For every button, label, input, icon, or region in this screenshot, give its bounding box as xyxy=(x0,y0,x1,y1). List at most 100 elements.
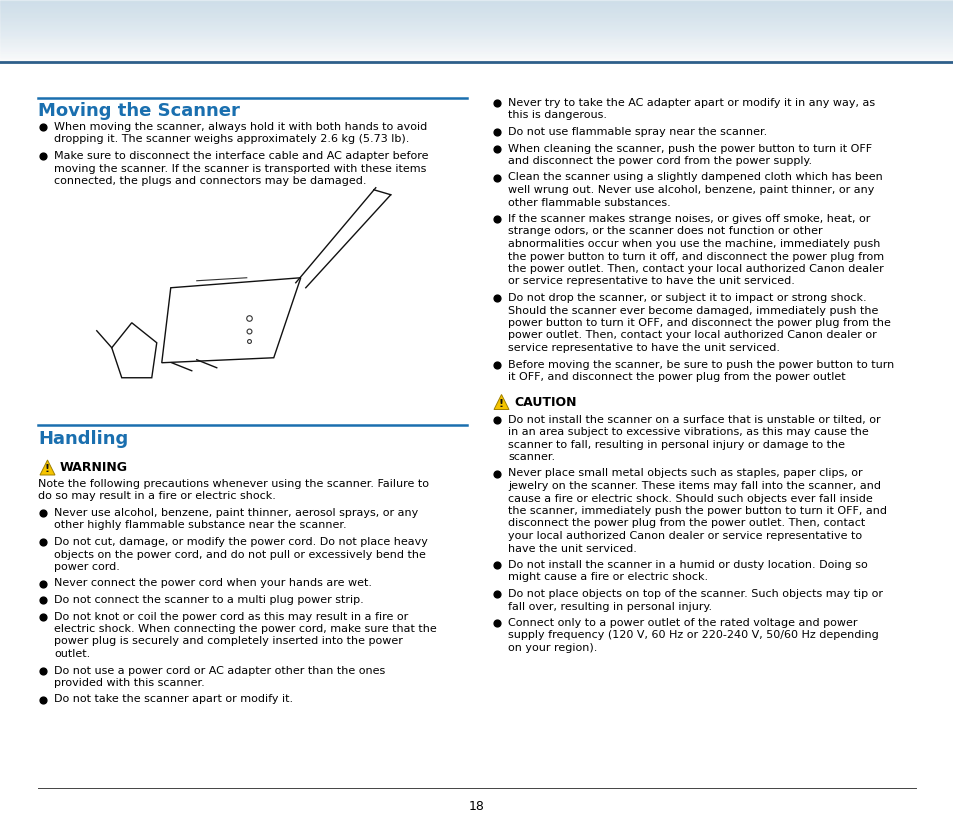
Text: Do not take the scanner apart or modify it.: Do not take the scanner apart or modify … xyxy=(54,694,293,704)
Text: Do not install the scanner on a surface that is unstable or tilted, or: Do not install the scanner on a surface … xyxy=(507,415,880,425)
Bar xyxy=(0,58,953,59)
Bar xyxy=(0,34,953,35)
Bar xyxy=(0,41,953,42)
Bar xyxy=(0,53,953,54)
Text: the power outlet. Then, contact your local authorized Canon dealer: the power outlet. Then, contact your loc… xyxy=(507,264,882,274)
Text: outlet.: outlet. xyxy=(54,649,91,659)
Bar xyxy=(0,57,953,58)
Bar xyxy=(0,47,953,48)
Bar xyxy=(0,60,953,61)
Text: it OFF, and disconnect the power plug from the power outlet: it OFF, and disconnect the power plug fr… xyxy=(507,372,844,382)
Bar xyxy=(0,43,953,44)
Bar xyxy=(0,26,953,27)
Text: dropping it. The scanner weighs approximately 2.6 kg (5.73 lb).: dropping it. The scanner weighs approxim… xyxy=(54,134,409,145)
Bar xyxy=(0,2,953,3)
Bar xyxy=(0,30,953,31)
Bar xyxy=(0,24,953,25)
Bar xyxy=(0,11,953,12)
Text: Do not knot or coil the power cord as this may result in a fire or: Do not knot or coil the power cord as th… xyxy=(54,612,408,622)
Text: the power button to turn it off, and disconnect the power plug from: the power button to turn it off, and dis… xyxy=(507,251,883,262)
Text: have the unit serviced.: have the unit serviced. xyxy=(507,543,637,554)
Text: other highly flammable substance near the scanner.: other highly flammable substance near th… xyxy=(54,520,346,531)
Text: Should the scanner ever become damaged, immediately push the: Should the scanner ever become damaged, … xyxy=(507,305,878,316)
Text: abnormalities occur when you use the machine, immediately push: abnormalities occur when you use the mac… xyxy=(507,239,880,249)
Text: service representative to have the unit serviced.: service representative to have the unit … xyxy=(507,343,780,353)
Bar xyxy=(0,46,953,47)
Text: the scanner, immediately push the power button to turn it OFF, and: the scanner, immediately push the power … xyxy=(507,506,886,516)
Bar xyxy=(0,36,953,37)
Bar xyxy=(0,42,953,43)
Text: connected, the plugs and connectors may be damaged.: connected, the plugs and connectors may … xyxy=(54,176,366,186)
Bar xyxy=(0,29,953,30)
Text: Do not install the scanner in a humid or dusty location. Doing so: Do not install the scanner in a humid or… xyxy=(507,560,867,570)
Text: WARNING: WARNING xyxy=(60,461,128,474)
Bar xyxy=(0,39,953,40)
Bar xyxy=(0,20,953,21)
Text: Before moving the scanner, be sure to push the power button to turn: Before moving the scanner, be sure to pu… xyxy=(507,359,893,370)
Bar xyxy=(0,16,953,17)
Text: Do not cut, damage, or modify the power cord. Do not place heavy: Do not cut, damage, or modify the power … xyxy=(54,537,428,547)
Text: Never try to take the AC adapter apart or modify it in any way, as: Never try to take the AC adapter apart o… xyxy=(507,98,874,108)
Text: Clean the scanner using a slightly dampened cloth which has been: Clean the scanner using a slightly dampe… xyxy=(507,173,882,182)
Text: !: ! xyxy=(498,399,503,409)
Bar xyxy=(0,38,953,39)
Bar xyxy=(0,50,953,51)
Text: 18: 18 xyxy=(469,800,484,813)
Text: provided with this scanner.: provided with this scanner. xyxy=(54,678,205,688)
Text: Never connect the power cord when your hands are wet.: Never connect the power cord when your h… xyxy=(54,578,372,588)
Text: cause a fire or electric shock. Should such objects ever fall inside: cause a fire or electric shock. Should s… xyxy=(507,493,872,504)
Bar xyxy=(0,33,953,34)
Text: If the scanner makes strange noises, or gives off smoke, heat, or: If the scanner makes strange noises, or … xyxy=(507,214,869,224)
Text: When cleaning the scanner, push the power button to turn it OFF: When cleaning the scanner, push the powe… xyxy=(507,143,871,154)
Bar xyxy=(0,52,953,53)
Text: disconnect the power plug from the power outlet. Then, contact: disconnect the power plug from the power… xyxy=(507,519,864,528)
Text: Do not use a power cord or AC adapter other than the ones: Do not use a power cord or AC adapter ot… xyxy=(54,666,385,676)
Text: Do not use flammable spray near the scanner.: Do not use flammable spray near the scan… xyxy=(507,127,766,137)
Text: in an area subject to excessive vibrations, as this may cause the: in an area subject to excessive vibratio… xyxy=(507,427,868,437)
Text: and disconnect the power cord from the power supply.: and disconnect the power cord from the p… xyxy=(507,156,811,166)
Bar xyxy=(0,44,953,45)
Text: Never place small metal objects such as staples, paper clips, or: Never place small metal objects such as … xyxy=(507,469,862,479)
Bar xyxy=(0,55,953,56)
Bar xyxy=(0,4,953,5)
Text: Handling: Handling xyxy=(38,430,128,448)
Text: power plug is securely and completely inserted into the power: power plug is securely and completely in… xyxy=(54,636,402,646)
Text: Never use alcohol, benzene, paint thinner, aerosol sprays, or any: Never use alcohol, benzene, paint thinne… xyxy=(54,508,417,518)
Text: moving the scanner. If the scanner is transported with these items: moving the scanner. If the scanner is tr… xyxy=(54,164,426,173)
Text: supply frequency (120 V, 60 Hz or 220-240 V, 50/60 Hz depending: supply frequency (120 V, 60 Hz or 220-24… xyxy=(507,631,878,640)
Bar xyxy=(0,35,953,36)
Bar xyxy=(0,28,953,29)
Text: Do not drop the scanner, or subject it to impact or strong shock.: Do not drop the scanner, or subject it t… xyxy=(507,293,865,303)
Bar xyxy=(0,61,953,62)
Bar xyxy=(0,3,953,4)
Text: Do not connect the scanner to a multi plug power strip.: Do not connect the scanner to a multi pl… xyxy=(54,595,363,605)
Bar xyxy=(0,51,953,52)
Text: Make sure to disconnect the interface cable and AC adapter before: Make sure to disconnect the interface ca… xyxy=(54,151,428,161)
Text: fall over, resulting in personal injury.: fall over, resulting in personal injury. xyxy=(507,601,711,612)
Text: scanner to fall, resulting in personal injury or damage to the: scanner to fall, resulting in personal i… xyxy=(507,439,844,450)
Text: !: ! xyxy=(45,465,50,474)
Bar xyxy=(0,0,953,1)
Bar xyxy=(0,37,953,38)
Bar xyxy=(0,59,953,60)
Text: CAUTION: CAUTION xyxy=(514,395,576,408)
Bar xyxy=(0,17,953,18)
Text: or service representative to have the unit serviced.: or service representative to have the un… xyxy=(507,276,794,286)
Text: might cause a fire or electric shock.: might cause a fire or electric shock. xyxy=(507,573,707,582)
Bar xyxy=(0,48,953,49)
Bar xyxy=(0,25,953,26)
Text: jewelry on the scanner. These items may fall into the scanner, and: jewelry on the scanner. These items may … xyxy=(507,481,880,491)
Bar xyxy=(0,8,953,9)
Text: Connect only to a power outlet of the rated voltage and power: Connect only to a power outlet of the ra… xyxy=(507,618,857,628)
Bar xyxy=(0,6,953,7)
Text: power cord.: power cord. xyxy=(54,562,120,572)
Bar xyxy=(0,19,953,20)
Polygon shape xyxy=(494,394,509,410)
Text: this is dangerous.: this is dangerous. xyxy=(507,110,606,120)
Text: Moving the Scanner: Moving the Scanner xyxy=(38,102,239,120)
Text: Note the following precautions whenever using the scanner. Failure to
do so may : Note the following precautions whenever … xyxy=(38,479,429,501)
Bar xyxy=(0,7,953,8)
Bar xyxy=(0,5,953,6)
Bar xyxy=(0,54,953,55)
Text: power outlet. Then, contact your local authorized Canon dealer or: power outlet. Then, contact your local a… xyxy=(507,330,876,340)
